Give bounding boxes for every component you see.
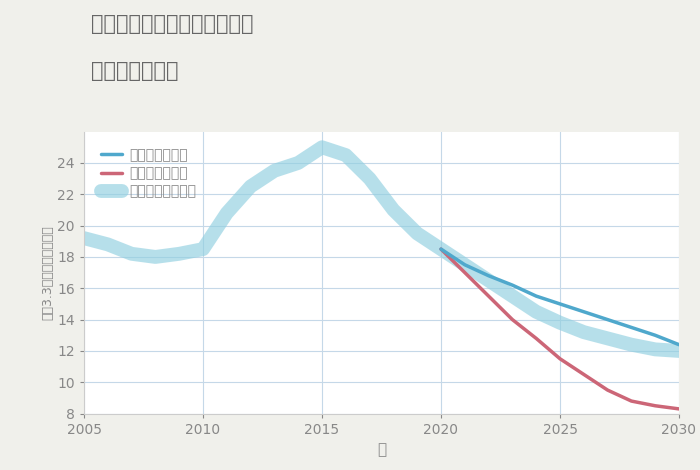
バッドシナリオ <box>556 356 564 361</box>
ノーマルシナリオ <box>580 329 588 335</box>
グッドシナリオ <box>603 317 612 322</box>
グッドシナリオ <box>461 262 469 267</box>
グッドシナリオ <box>556 301 564 307</box>
ノーマルシナリオ <box>365 176 374 181</box>
ノーマルシナリオ <box>127 251 136 257</box>
ノーマルシナリオ <box>223 210 231 216</box>
バッドシナリオ <box>627 398 636 404</box>
ノーマルシナリオ <box>104 242 112 247</box>
バッドシナリオ <box>603 387 612 393</box>
ノーマルシナリオ <box>246 184 255 189</box>
バッドシナリオ <box>461 270 469 275</box>
Y-axis label: 平（3.3㎡）単価（万円）: 平（3.3㎡）単価（万円） <box>41 225 55 320</box>
ノーマルシナリオ <box>651 346 659 352</box>
グッドシナリオ <box>675 342 683 347</box>
Line: バッドシナリオ: バッドシナリオ <box>441 249 679 409</box>
ノーマルシナリオ <box>675 348 683 354</box>
ノーマルシナリオ <box>389 207 398 213</box>
グッドシナリオ <box>437 246 445 252</box>
Text: 愛知県江南市布袋下山町北の: 愛知県江南市布袋下山町北の <box>91 14 253 34</box>
ノーマルシナリオ <box>80 235 88 241</box>
バッドシナリオ <box>651 403 659 408</box>
ノーマルシナリオ <box>413 231 421 236</box>
Line: ノーマルシナリオ: ノーマルシナリオ <box>84 147 679 351</box>
グッドシナリオ <box>651 332 659 338</box>
バッドシナリオ <box>437 246 445 252</box>
Legend: グッドシナリオ, バッドシナリオ, ノーマルシナリオ: グッドシナリオ, バッドシナリオ, ノーマルシナリオ <box>97 144 200 203</box>
ノーマルシナリオ <box>532 309 540 314</box>
ノーマルシナリオ <box>318 144 326 150</box>
バッドシナリオ <box>675 406 683 412</box>
ノーマルシナリオ <box>461 262 469 267</box>
ノーマルシナリオ <box>175 251 183 257</box>
ノーマルシナリオ <box>603 336 612 341</box>
ノーマルシナリオ <box>342 152 350 158</box>
ノーマルシナリオ <box>508 293 517 299</box>
X-axis label: 年: 年 <box>377 442 386 457</box>
バッドシナリオ <box>532 336 540 341</box>
ノーマルシナリオ <box>294 160 302 166</box>
バッドシナリオ <box>484 293 493 299</box>
ノーマルシナリオ <box>270 168 279 173</box>
ノーマルシナリオ <box>199 246 207 252</box>
グッドシナリオ <box>627 325 636 330</box>
ノーマルシナリオ <box>556 320 564 326</box>
グッドシナリオ <box>484 273 493 279</box>
Line: グッドシナリオ: グッドシナリオ <box>441 249 679 345</box>
バッドシナリオ <box>508 317 517 322</box>
Text: 土地の価格推移: 土地の価格推移 <box>91 61 178 81</box>
ノーマルシナリオ <box>484 278 493 283</box>
バッドシナリオ <box>580 372 588 377</box>
ノーマルシナリオ <box>627 342 636 347</box>
グッドシナリオ <box>580 309 588 314</box>
グッドシナリオ <box>532 293 540 299</box>
ノーマルシナリオ <box>437 246 445 252</box>
ノーマルシナリオ <box>151 254 160 260</box>
グッドシナリオ <box>508 282 517 288</box>
